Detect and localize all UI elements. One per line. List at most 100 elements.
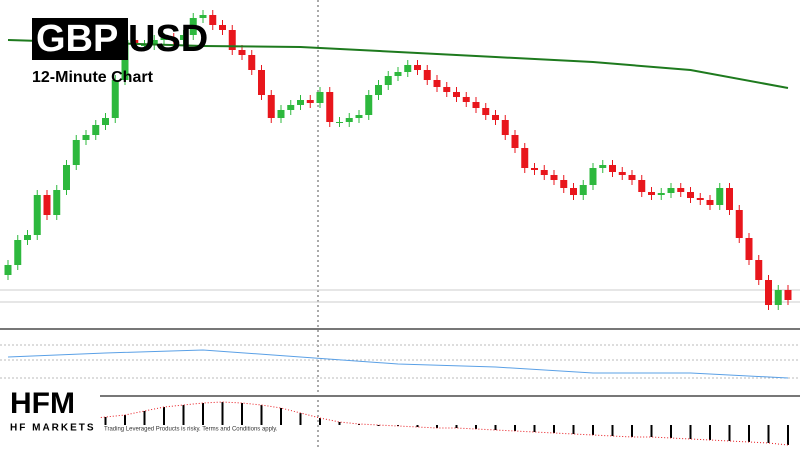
candle-body	[365, 95, 373, 115]
candle-body	[414, 65, 421, 70]
histogram-bar	[592, 425, 594, 435]
candle-body	[248, 55, 256, 70]
candle-body	[521, 148, 529, 168]
oscillator-line	[7, 349, 789, 379]
marks	[4, 10, 792, 446]
candle-body	[511, 135, 519, 148]
candle-body	[384, 76, 392, 85]
candle-body	[287, 105, 295, 110]
candle-body	[111, 80, 119, 118]
candle-body	[63, 165, 70, 190]
candle-body	[433, 80, 441, 87]
histogram-bar	[709, 425, 711, 440]
candle-body	[579, 185, 587, 195]
candle-body	[43, 195, 51, 215]
candle-body	[141, 45, 148, 46]
candle-body	[199, 15, 207, 18]
candle-body	[726, 188, 733, 210]
candle-body	[755, 260, 763, 280]
histogram-bar	[631, 425, 633, 437]
candle-body	[33, 195, 41, 235]
histogram-bar	[416, 425, 419, 427]
title-rest: USD	[128, 18, 208, 60]
candle-body	[482, 108, 490, 115]
histogram-bar	[494, 425, 497, 430]
logo-bg	[0, 384, 100, 434]
histogram-bar	[611, 425, 614, 436]
disclaimer: Trading Leveraged Products is risky. Ter…	[104, 427, 278, 433]
candle-body	[716, 188, 724, 205]
histogram-bar	[241, 403, 243, 425]
candle-body	[24, 235, 31, 240]
candle-body	[531, 168, 538, 170]
candle-body	[297, 100, 304, 105]
histogram-bar	[124, 415, 126, 425]
candle-body	[570, 188, 577, 195]
candle-body	[258, 70, 265, 95]
candle-body	[745, 238, 753, 260]
histogram-bar	[221, 402, 224, 425]
candle-body	[277, 110, 285, 118]
candle-body	[599, 165, 607, 168]
candle-body	[170, 38, 178, 40]
histogram-bar	[533, 425, 536, 432]
candle-body	[774, 290, 782, 305]
candle-body	[609, 165, 616, 172]
histogram-bar	[260, 405, 263, 425]
candle-body	[765, 280, 772, 305]
histogram-bar	[787, 425, 789, 445]
histogram-bar	[689, 425, 692, 439]
candle-body	[589, 168, 597, 185]
candle-body	[316, 92, 324, 103]
candle-body	[453, 92, 460, 97]
candle-body	[394, 72, 402, 76]
candle-body	[404, 65, 412, 72]
candle-body	[306, 100, 314, 103]
candle-body	[345, 118, 353, 122]
histogram-bar	[182, 405, 185, 425]
candle-body	[735, 210, 743, 238]
histogram-bar	[514, 425, 516, 431]
candle-body	[492, 115, 499, 120]
subtitle: 12-Minute Chart	[32, 69, 154, 86]
candle-body	[4, 265, 12, 275]
candle-body	[638, 180, 646, 192]
histogram-bar	[338, 422, 341, 425]
candle-body	[228, 30, 236, 50]
candle-body	[628, 175, 636, 180]
histogram-bar	[767, 425, 770, 443]
brand: HF MARKETS	[10, 423, 96, 434]
histogram-bar	[436, 425, 438, 428]
histogram-bar	[280, 408, 282, 425]
candle-body	[784, 290, 792, 300]
moving-average	[7, 39, 789, 89]
candle-body	[72, 140, 80, 165]
candle-body	[180, 35, 187, 40]
candle-body	[423, 70, 431, 80]
histogram-bar	[728, 425, 731, 441]
histogram-bar	[377, 425, 380, 426]
candle-body	[618, 172, 626, 175]
candle-body	[472, 102, 480, 108]
candle-body	[102, 118, 109, 125]
candle-body	[131, 40, 139, 45]
candle-body	[501, 120, 509, 135]
candle-body	[550, 175, 558, 180]
histogram-bar	[319, 418, 321, 425]
candle-body	[82, 135, 90, 140]
candle-body	[219, 25, 226, 30]
candle-body	[667, 188, 675, 193]
histogram-bar	[163, 407, 165, 425]
histogram-bar	[553, 425, 555, 433]
histogram-bar	[748, 425, 750, 442]
histogram-bar	[572, 425, 575, 434]
candle-body	[150, 40, 158, 45]
candle-body	[677, 188, 685, 192]
candle-body	[687, 192, 694, 198]
histogram-bar	[670, 425, 672, 438]
histogram-bar	[475, 425, 477, 429]
candle-body	[706, 200, 714, 205]
candle-body	[14, 240, 22, 265]
